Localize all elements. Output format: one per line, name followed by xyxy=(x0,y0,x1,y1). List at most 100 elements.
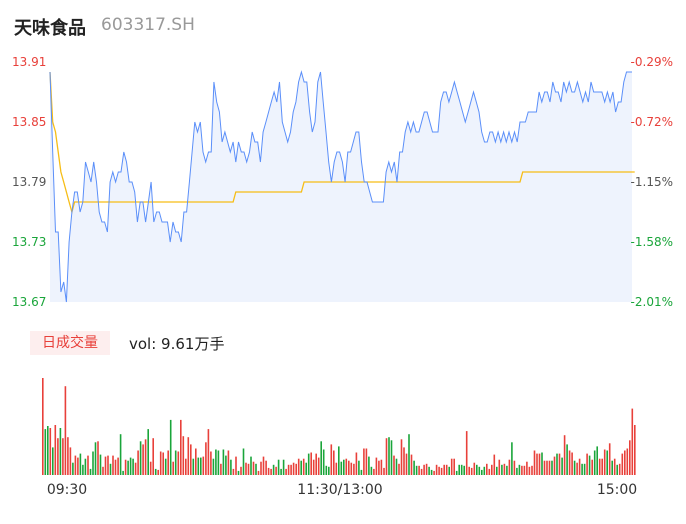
volume-bar xyxy=(242,448,245,475)
volume-bar xyxy=(398,463,400,475)
volume-bar xyxy=(255,463,257,475)
volume-bar xyxy=(395,458,398,475)
volume-bar xyxy=(245,462,247,475)
volume-bar xyxy=(185,458,187,475)
volume-bar xyxy=(139,441,142,475)
volume-bar xyxy=(240,466,242,475)
volume-bar xyxy=(478,466,481,475)
volume-bar xyxy=(127,460,129,475)
volume-bar xyxy=(498,459,501,475)
volume-bar xyxy=(486,463,488,475)
volume-bar xyxy=(445,464,448,475)
volume-bar xyxy=(154,468,157,475)
volume-bar xyxy=(470,467,473,475)
volume-bar xyxy=(629,440,631,475)
volume-bar xyxy=(443,464,445,475)
volume-bar xyxy=(164,458,167,475)
volume-bars xyxy=(42,378,636,475)
volume-bar xyxy=(44,429,47,475)
volume-bar xyxy=(543,460,546,475)
volume-bar xyxy=(92,451,94,475)
volume-bar xyxy=(137,450,139,475)
volume-bar xyxy=(114,459,117,475)
volume-bar xyxy=(400,439,403,475)
volume-bar xyxy=(67,437,69,475)
right-tick-label: -0.29% xyxy=(631,55,673,69)
volume-bar xyxy=(167,450,169,475)
volume-bar xyxy=(453,458,455,475)
left-tick-label: 13.79 xyxy=(12,175,46,189)
volume-bar xyxy=(611,460,613,475)
volume-bar xyxy=(526,461,528,475)
volume-bar xyxy=(305,462,307,475)
volume-bar xyxy=(563,435,566,475)
volume-bar xyxy=(149,461,152,475)
x-tick-label: 15:00 xyxy=(597,482,637,498)
volume-bar xyxy=(322,449,325,475)
volume-bar xyxy=(129,457,132,475)
volume-bar xyxy=(608,443,611,475)
volume-bar xyxy=(262,456,265,475)
volume-bar xyxy=(119,434,122,475)
volume-bar xyxy=(97,441,99,475)
volume-bar xyxy=(335,462,338,475)
volume-bar xyxy=(207,429,210,475)
volume-bar xyxy=(450,458,453,475)
volume-bar xyxy=(310,452,312,475)
volume-bar xyxy=(84,458,87,475)
volume-bar xyxy=(583,463,586,475)
volume-bar xyxy=(538,453,541,475)
volume-bar xyxy=(330,444,333,475)
volume-bar xyxy=(425,463,428,475)
volume-bar xyxy=(566,444,568,475)
volume-bar xyxy=(205,442,207,475)
volume-bar xyxy=(385,438,388,475)
volume-bar xyxy=(388,437,390,475)
volume-bar xyxy=(448,466,450,475)
volume-bar xyxy=(210,451,212,475)
volume-bar xyxy=(430,469,433,475)
volume-bar xyxy=(152,438,154,475)
volume-bar xyxy=(596,446,598,475)
volume-bar xyxy=(621,453,624,475)
volume-bar xyxy=(370,466,373,475)
volume-bar xyxy=(320,441,322,475)
volume-bar xyxy=(506,465,508,475)
volume-bar xyxy=(463,465,465,475)
volume-bar xyxy=(82,464,84,475)
volume-bar xyxy=(375,457,378,475)
volume-bar xyxy=(616,464,618,475)
volume-bar xyxy=(541,452,543,475)
volume-bar xyxy=(54,425,57,475)
volume-bar xyxy=(287,464,290,475)
volume-bar xyxy=(468,466,470,475)
volume-bar xyxy=(418,465,420,475)
daily-volume-tab[interactable]: 日成交量 xyxy=(30,331,110,355)
left-tick-label: 13.85 xyxy=(12,115,46,129)
volume-bar xyxy=(358,460,360,475)
volume-bar xyxy=(516,467,518,475)
volume-bar xyxy=(488,468,491,475)
x-tick-label: 11:30/13:00 xyxy=(297,482,382,498)
volume-bar xyxy=(134,462,137,475)
volume-bar xyxy=(192,458,195,475)
volume-bar xyxy=(94,442,97,475)
volume-bar xyxy=(624,450,626,475)
volume-bar xyxy=(117,457,119,475)
volume-bar xyxy=(172,461,174,475)
volume-bar xyxy=(581,463,583,475)
volume-bar xyxy=(162,452,164,475)
volume-bar xyxy=(626,448,629,475)
volume-bar xyxy=(368,456,370,475)
right-tick-label: -1.15% xyxy=(631,175,673,189)
left-tick-label: 13.73 xyxy=(12,235,46,249)
volume-bar xyxy=(109,463,112,475)
volume-bar xyxy=(573,460,576,475)
volume-bar xyxy=(423,464,425,475)
volume-bar xyxy=(333,450,335,475)
x-tick-label: 09:30 xyxy=(47,482,87,498)
volume-bar xyxy=(501,464,503,475)
volume-bar xyxy=(169,419,172,475)
volume-bar xyxy=(345,458,348,475)
volume-bar xyxy=(157,469,159,475)
